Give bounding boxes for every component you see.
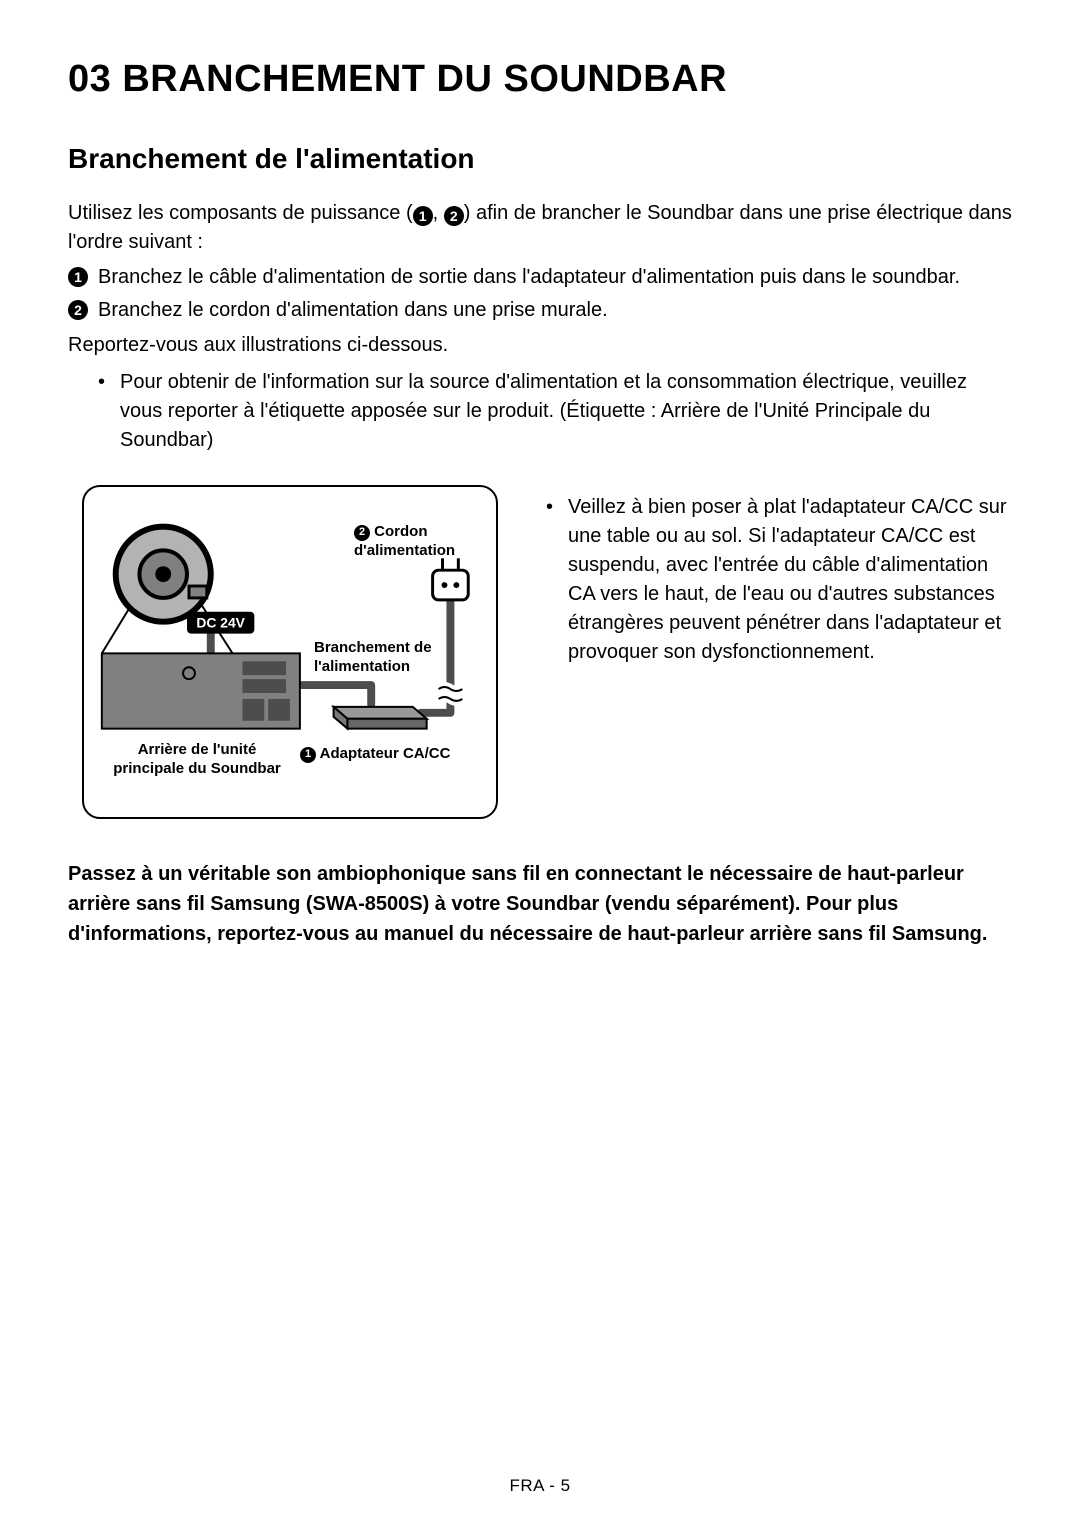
badge-1-icon: 1 [413,206,433,226]
intro-paragraph: Utilisez les composants de puissance (1,… [68,199,1012,257]
svg-text:DC 24V: DC 24V [196,615,245,631]
diagram-label-cord-line2: d'alimentation [354,542,455,559]
bottom-bold-paragraph: Passez à un véritable son ambiophonique … [68,859,1012,949]
diagram-label-adapter: 1 Adaptateur CA/CC [300,745,450,764]
diagram-label-cord-line1: Cordon [374,523,427,540]
step-1-row: 1 Branchez le câble d'alimentation de so… [68,263,1012,292]
intro-text-sep: , [433,202,444,224]
step-1-text: Branchez le câble d'alimentation de sort… [98,263,960,292]
badge-2-icon: 2 [444,206,464,226]
section-title: Branchement de l'alimentation [68,143,1012,175]
diagram-label-connection-line2: l'alimentation [314,658,410,675]
diagram-label-rear-line1: Arrière de l'unité [138,741,257,758]
diagram-label-adapter-text: Adaptateur CA/CC [320,745,451,762]
top-bullet-list: Pour obtenir de l'information sur la sou… [68,368,1012,455]
diagram-badge-2-icon: 2 [354,525,370,541]
step-2-row: 2 Branchez le cordon d'alimentation dans… [68,296,1012,325]
right-bullet-list: Veillez à bien poser à plat l'adaptateur… [544,493,1012,667]
after-steps-text: Reportez-vous aux illustrations ci-desso… [68,331,1012,360]
diagram-badge-1-icon: 1 [300,747,316,763]
page-footer: FRA - 5 [0,1476,1080,1496]
diagram-label-connection: Branchement de l'alimentation [314,639,432,677]
top-bullet-item: Pour obtenir de l'information sur la sou… [68,368,1012,455]
diagram-label-connection-line1: Branchement de [314,639,432,656]
connection-diagram: DC 24V 2 Cordon d'alimentatio [82,485,498,819]
diagram-label-rear: Arrière de l'unité principale du Soundba… [102,741,292,779]
step-2-text: Branchez le cordon d'alimentation dans u… [98,296,608,325]
right-bullet-item: Veillez à bien poser à plat l'adaptateur… [544,493,1012,667]
intro-text-pre: Utilisez les composants de puissance ( [68,202,413,224]
step-1-badge-icon: 1 [68,267,88,287]
diagram-label-rear-line2: principale du Soundbar [113,760,281,777]
page-title: 03 BRANCHEMENT DU SOUNDBAR [68,58,1012,101]
diagram-label-cord: 2 Cordon d'alimentation [354,523,455,561]
step-2-badge-icon: 2 [68,300,88,320]
